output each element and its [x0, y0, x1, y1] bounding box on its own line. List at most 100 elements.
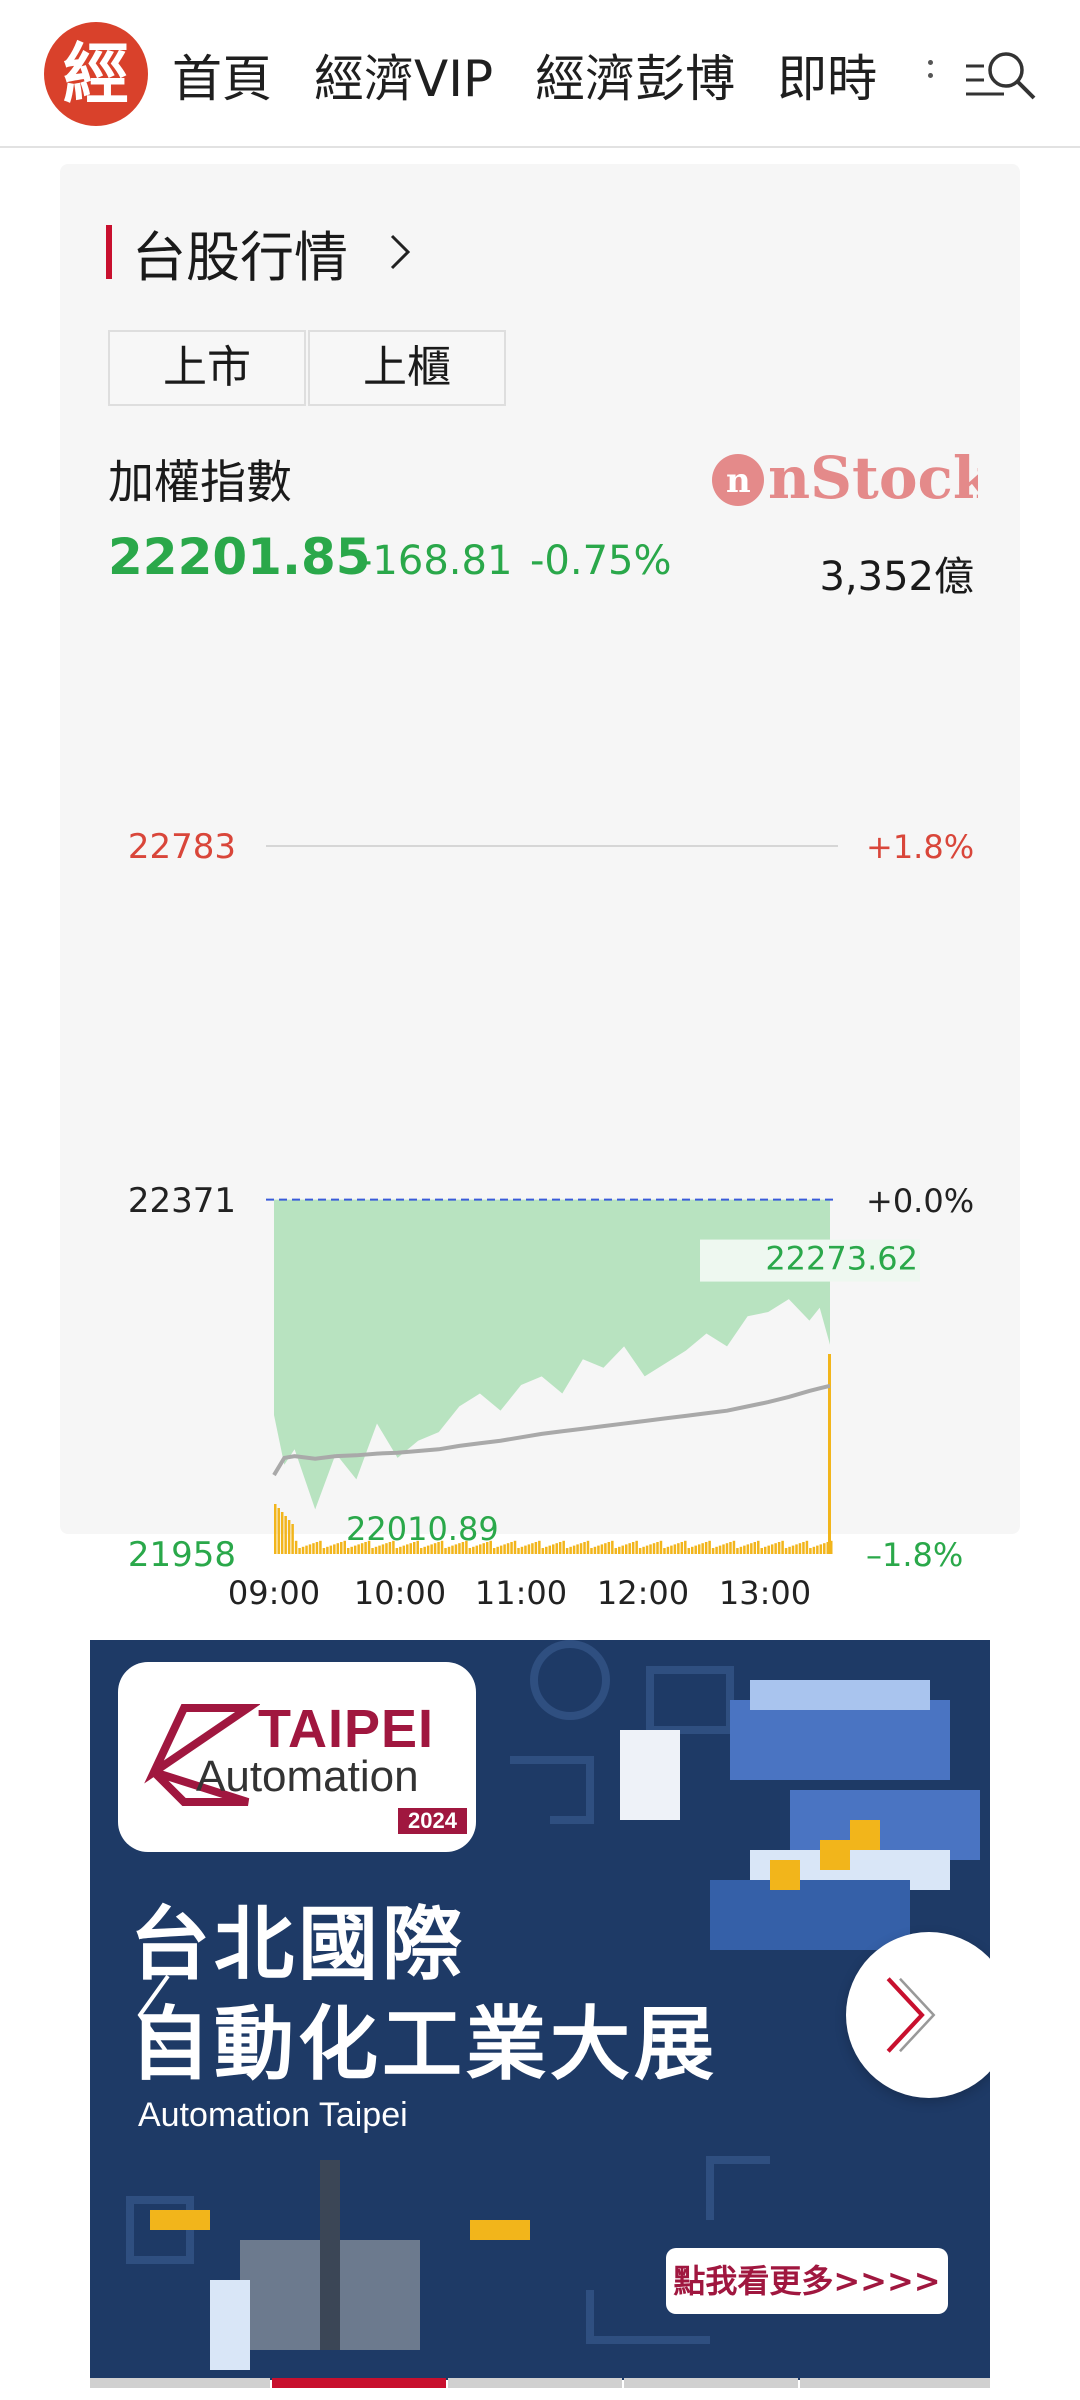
volume-bar [579, 1543, 583, 1554]
volume-bar [437, 1542, 440, 1554]
volume-bar [329, 1545, 333, 1554]
ad-logo: TAIPEI Automation 2024 [118, 1662, 476, 1852]
volume-bar [406, 1544, 409, 1554]
more-dots-icon[interactable] [928, 52, 936, 96]
ad-subtitle: Automation Taipei [138, 2096, 408, 2134]
nav-item-bloomberg[interactable]: 經濟彭博 [535, 50, 736, 108]
price-area [274, 1199, 830, 1510]
volume-bar [475, 1545, 479, 1554]
nav-item-realtime[interactable]: 即時 [777, 50, 878, 108]
volume-bar [618, 1546, 621, 1554]
volume-bar [791, 1545, 795, 1554]
y-label-low: 21958 [128, 1535, 236, 1575]
volume-bar [694, 1545, 697, 1554]
y-label-ref: 22371 [128, 1181, 236, 1221]
volume-bar [343, 1540, 346, 1554]
low-annotation: 22010.89 [346, 1510, 499, 1548]
volume-bar [611, 1540, 614, 1554]
high-annotation: 22273.62 [765, 1240, 918, 1278]
volume-bar [315, 1542, 319, 1554]
volume-bar [440, 1540, 444, 1554]
volume-bar [503, 1544, 506, 1554]
volume-bar [697, 1544, 701, 1554]
volume-bar [614, 1548, 618, 1554]
volume-bar [607, 1542, 611, 1554]
volume-bar [670, 1545, 673, 1554]
volume-bar [628, 1543, 631, 1554]
index-name: 加權指數 [108, 455, 292, 509]
volume-bar [750, 1543, 753, 1554]
nav-item-home[interactable]: 首頁 [172, 50, 272, 108]
section-title-text: 台股行情 [132, 225, 348, 289]
volume-bar [684, 1540, 687, 1554]
volume-bar [326, 1546, 329, 1554]
volume-bar [645, 1545, 649, 1554]
tab-otc[interactable]: 上櫃 [308, 330, 506, 406]
volume-bar [802, 1542, 805, 1554]
volume-bar [816, 1545, 819, 1554]
intraday-chart[interactable]: 22783 +1.8% 22371 +0.0% 21958 –1.8% 2227… [60, 624, 1020, 1624]
index-change: -168.81 [358, 538, 513, 584]
volume-bar [736, 1548, 739, 1554]
volume-bar [444, 1548, 447, 1554]
volume-bar [333, 1544, 336, 1554]
ad-cta-button[interactable]: 點我看更多>>>> [666, 2248, 948, 2314]
volume-bar [340, 1542, 343, 1554]
volume-bar [319, 1540, 322, 1554]
volume-bar [538, 1540, 541, 1554]
chevron-right-icon [886, 1977, 936, 2053]
volume-bar [691, 1546, 694, 1554]
volume-bar [367, 1540, 371, 1554]
volume-bar [346, 1548, 350, 1554]
tab-listed[interactable]: 上市 [108, 330, 306, 406]
volume-bar [576, 1544, 579, 1554]
volume-bar [479, 1544, 482, 1554]
volume-bar [308, 1544, 312, 1554]
volume-bar [642, 1546, 645, 1554]
section-title[interactable]: 台股行情 [106, 222, 414, 289]
search-menu-icon[interactable] [964, 44, 1040, 104]
volume-bar [826, 1542, 830, 1554]
volume-bar [298, 1548, 301, 1554]
volume-bar [294, 1540, 298, 1554]
volume-bar [732, 1540, 736, 1554]
main-nav: 首頁 經濟VIP 經濟彭博 即時 [172, 30, 919, 120]
volume-bar [774, 1543, 777, 1554]
x-tick-label: 11:00 [475, 1574, 567, 1612]
volume-bar [468, 1548, 472, 1554]
volume-bar [767, 1545, 770, 1554]
volume-bar [280, 1512, 284, 1554]
volume-bar [711, 1548, 715, 1554]
volume-bar [312, 1543, 315, 1554]
high-annotation-bg [700, 1239, 920, 1282]
volume-bar [666, 1546, 670, 1554]
volume-bar [590, 1548, 593, 1554]
ad-banner[interactable]: TAIPEI Automation 2024 台北國際 自動化工業大展 Auto… [90, 1640, 990, 2380]
site-logo[interactable]: 經 [44, 22, 148, 126]
volume-bar [454, 1544, 458, 1554]
section-accent-bar [106, 225, 112, 279]
volume-bar [718, 1545, 722, 1554]
volume-bar [447, 1546, 451, 1554]
volume-bar [489, 1540, 492, 1554]
volume-bar [659, 1540, 663, 1554]
volume-bar [600, 1544, 604, 1554]
volume-bar [788, 1546, 791, 1554]
volume-bar [552, 1544, 555, 1554]
volume-bar [374, 1546, 378, 1554]
nstock-logo[interactable]: n nStock [708, 440, 978, 516]
volume-bar [819, 1544, 823, 1554]
volume-bar [583, 1542, 586, 1554]
volume-bar [555, 1543, 558, 1554]
nav-item-vip[interactable]: 經濟VIP [314, 50, 494, 108]
chevron-right-icon[interactable] [384, 230, 414, 274]
automation-logo-mark [144, 1704, 260, 1806]
chevron-left-icon[interactable] [134, 1970, 174, 2060]
volume-bar [423, 1546, 426, 1554]
volume-bar [746, 1544, 750, 1554]
volume-bar [465, 1540, 468, 1554]
volume-bar [322, 1548, 326, 1554]
next-slide-button[interactable] [846, 1932, 990, 2098]
volume-bar [492, 1548, 496, 1554]
pct-label-high: +1.8% [866, 828, 974, 866]
